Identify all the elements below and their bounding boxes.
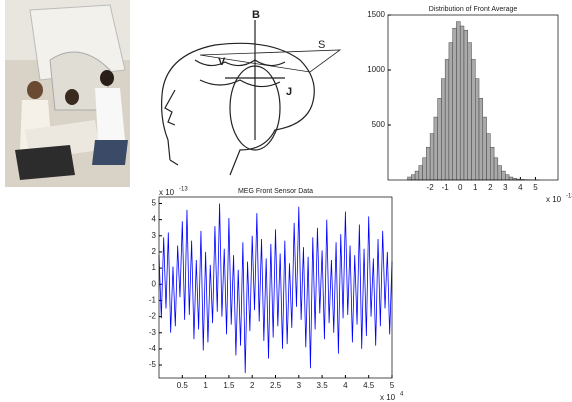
diagram-label: S [318, 39, 325, 51]
histogram-bar [415, 171, 419, 180]
histogram-bar [445, 59, 449, 180]
brain-diagram [162, 20, 340, 175]
x-tick-label: 0.5 [177, 381, 189, 390]
y-tick-label: 500 [372, 120, 386, 129]
histogram-bar [487, 134, 491, 180]
x-multiplier-exponent: 4 [400, 392, 404, 398]
y-multiplier: x 10 [159, 188, 175, 197]
x-tick-label: 4 [518, 183, 523, 192]
histogram-bar [490, 147, 494, 180]
histogram-bar [483, 117, 487, 180]
x-tick-label: 2.5 [270, 381, 282, 390]
histogram-bar [475, 79, 479, 180]
histogram-bar [468, 43, 472, 180]
y-tick-label: 1 [152, 263, 157, 272]
histogram-bar [471, 59, 475, 180]
histogram-bar [438, 98, 442, 180]
histogram-bar [423, 158, 427, 180]
x-tick-label: 1.5 [223, 381, 235, 390]
x-tick-label: 1 [473, 183, 478, 192]
histogram-bar [460, 26, 464, 180]
histogram-bar [430, 134, 434, 180]
y-tick-label: 4 [152, 215, 157, 224]
x-tick-label: 4 [343, 381, 348, 390]
y-multiplier-exponent: -13 [179, 187, 188, 193]
slide: B S V J Distribution of Front Average-2-… [0, 0, 572, 402]
histogram-bar [408, 177, 412, 180]
y-tick-label: 2 [152, 247, 157, 256]
x-tick-label: 3 [297, 381, 302, 390]
y-tick-label: -1 [149, 296, 157, 305]
x-tick-label: 5 [533, 183, 538, 192]
x-tick-label: 4.5 [363, 381, 375, 390]
histogram-bar [464, 30, 468, 180]
x-tick-label: 2 [250, 381, 255, 390]
x-multiplier-exponent: -13 [566, 194, 572, 200]
histogram-bar [505, 175, 509, 180]
histogram-bar [441, 79, 445, 180]
chart-title: Distribution of Front Average [429, 6, 518, 13]
histogram-bar [502, 171, 506, 180]
y-tick-label: 1500 [367, 10, 385, 19]
plot-area [159, 197, 392, 378]
histogram-bar [426, 147, 430, 180]
chart-title: MEG Front Sensor Data [238, 188, 313, 195]
y-tick-label: 3 [152, 231, 157, 240]
diagram-label: V [218, 56, 226, 68]
photo [5, 0, 130, 187]
histogram-bar [411, 175, 415, 180]
histogram-bar [449, 43, 453, 180]
y-tick-label: 5 [152, 199, 157, 208]
y-tick-label: -5 [149, 360, 157, 369]
x-tick-label: 3 [503, 183, 508, 192]
histogram-bar [498, 166, 502, 180]
histogram-bar [434, 117, 438, 180]
x-multiplier: x 10 [380, 393, 396, 402]
x-multiplier: x 10 [546, 195, 562, 204]
histogram-bar [509, 177, 513, 180]
x-tick-label: 2 [488, 183, 493, 192]
y-tick-label: 1000 [367, 65, 385, 74]
y-tick-label: -4 [149, 344, 157, 353]
x-tick-label: 0 [458, 183, 463, 192]
histogram-bar [453, 28, 457, 180]
histogram-bar [494, 158, 498, 180]
y-tick-label: -2 [149, 312, 157, 321]
diagram-label: B [252, 9, 260, 21]
x-tick-label: -2 [427, 183, 435, 192]
histogram-bar [479, 98, 483, 180]
diagram-label: J [286, 86, 292, 98]
histogram-bar [456, 22, 460, 180]
page: {"diagram": {"labels": ["B", "S", "V", "… [0, 0, 572, 402]
x-tick-label: -1 [442, 183, 450, 192]
y-tick-label: 0 [152, 279, 157, 288]
y-tick-label: -3 [149, 328, 157, 337]
x-tick-label: 1 [203, 381, 208, 390]
x-tick-label: 5 [390, 381, 395, 390]
x-tick-label: 3.5 [317, 381, 329, 390]
histogram-bar [419, 166, 423, 180]
